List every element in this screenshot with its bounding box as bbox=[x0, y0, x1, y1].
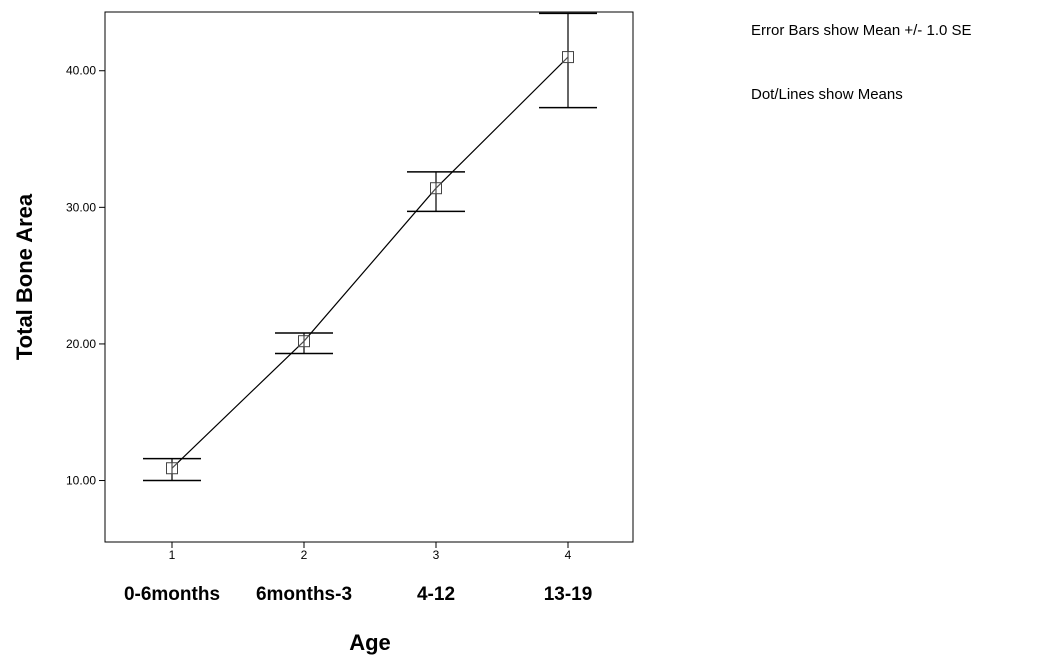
x-tick-label: 1 bbox=[169, 548, 176, 562]
error-bar-note: Error Bars show Mean +/- 1.0 SE bbox=[751, 22, 972, 39]
mean-marker bbox=[298, 335, 310, 348]
plot-frame bbox=[104, 11, 634, 543]
x-category-label: 6months-3 bbox=[256, 584, 352, 605]
plot-marks bbox=[143, 12, 597, 482]
x-tick-label: 4 bbox=[565, 548, 572, 562]
y-tick-label: 40.00 bbox=[66, 64, 96, 78]
mean-line bbox=[171, 56, 569, 469]
y-axis: 10.00 20.00 30.00 40.00 bbox=[66, 64, 105, 488]
x-axis-title: Age bbox=[349, 630, 391, 655]
x-axis: 1 0-6months 2 6months-3 3 4-12 4 13-19 bbox=[124, 542, 592, 605]
y-axis-title: Total Bone Area bbox=[12, 193, 37, 360]
x-category-label: 13-19 bbox=[544, 584, 593, 605]
mean-marker bbox=[562, 51, 574, 64]
x-category-label: 0-6months bbox=[124, 584, 220, 605]
means-note: Dot/Lines show Means bbox=[751, 86, 903, 103]
mean-marker bbox=[430, 182, 442, 195]
mean-marker bbox=[166, 462, 178, 475]
y-tick-label: 30.00 bbox=[66, 200, 96, 214]
x-category-label: 4-12 bbox=[417, 584, 455, 605]
y-tick-label: 10.00 bbox=[66, 474, 96, 488]
x-tick-label: 2 bbox=[301, 548, 308, 562]
y-tick-label: 20.00 bbox=[66, 337, 96, 351]
x-tick-label: 3 bbox=[433, 548, 440, 562]
